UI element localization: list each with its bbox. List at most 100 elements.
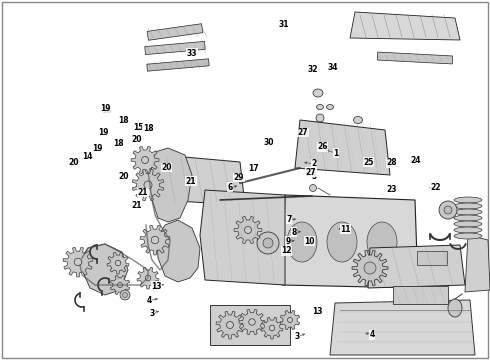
Text: 5: 5 bbox=[311, 172, 316, 181]
Polygon shape bbox=[234, 216, 262, 244]
Ellipse shape bbox=[454, 209, 482, 215]
Text: 14: 14 bbox=[82, 152, 93, 161]
Bar bbox=[392, 286, 447, 304]
Ellipse shape bbox=[454, 233, 482, 239]
Text: 21: 21 bbox=[138, 188, 148, 197]
Text: 20: 20 bbox=[161, 163, 172, 172]
Ellipse shape bbox=[118, 283, 122, 288]
Ellipse shape bbox=[454, 203, 482, 209]
Ellipse shape bbox=[313, 89, 323, 97]
Text: 18: 18 bbox=[113, 139, 124, 148]
Ellipse shape bbox=[448, 299, 462, 317]
Ellipse shape bbox=[288, 318, 293, 323]
Ellipse shape bbox=[145, 275, 151, 281]
Text: 3: 3 bbox=[149, 309, 154, 318]
Ellipse shape bbox=[310, 185, 317, 192]
Text: 20: 20 bbox=[131, 135, 142, 144]
Ellipse shape bbox=[263, 238, 273, 248]
Text: 21: 21 bbox=[186, 177, 196, 186]
Polygon shape bbox=[216, 311, 244, 339]
Polygon shape bbox=[158, 155, 245, 205]
Text: 6: 6 bbox=[228, 183, 233, 192]
Ellipse shape bbox=[74, 258, 82, 266]
Bar bbox=[397, 291, 433, 309]
Polygon shape bbox=[239, 309, 265, 335]
Ellipse shape bbox=[307, 127, 313, 132]
Text: 32: 32 bbox=[307, 65, 318, 74]
Polygon shape bbox=[261, 317, 283, 339]
Text: 7: 7 bbox=[287, 215, 292, 224]
Text: 8: 8 bbox=[292, 228, 296, 237]
Text: 9: 9 bbox=[286, 237, 291, 246]
Polygon shape bbox=[107, 252, 129, 274]
Ellipse shape bbox=[120, 290, 130, 300]
Text: 4: 4 bbox=[370, 330, 375, 339]
Text: 22: 22 bbox=[431, 184, 441, 193]
Text: 11: 11 bbox=[340, 225, 351, 234]
Text: 19: 19 bbox=[100, 104, 111, 113]
Polygon shape bbox=[465, 235, 490, 292]
Polygon shape bbox=[140, 225, 170, 255]
Ellipse shape bbox=[234, 180, 242, 185]
Ellipse shape bbox=[316, 114, 324, 122]
Polygon shape bbox=[352, 250, 388, 286]
Ellipse shape bbox=[364, 262, 376, 274]
Ellipse shape bbox=[142, 157, 148, 163]
Text: 33: 33 bbox=[187, 49, 197, 58]
Ellipse shape bbox=[327, 222, 357, 262]
Polygon shape bbox=[137, 267, 159, 289]
Ellipse shape bbox=[115, 260, 121, 266]
Polygon shape bbox=[132, 169, 164, 201]
Text: 2: 2 bbox=[311, 159, 316, 168]
Text: 29: 29 bbox=[234, 173, 245, 182]
Ellipse shape bbox=[215, 198, 221, 202]
Ellipse shape bbox=[454, 227, 482, 233]
Ellipse shape bbox=[353, 117, 363, 123]
Ellipse shape bbox=[444, 206, 452, 214]
Ellipse shape bbox=[454, 221, 482, 227]
Text: 1: 1 bbox=[333, 149, 338, 158]
Text: 34: 34 bbox=[328, 63, 339, 72]
Text: 19: 19 bbox=[92, 144, 102, 153]
Polygon shape bbox=[82, 244, 128, 295]
Bar bbox=[417, 251, 447, 265]
Text: 18: 18 bbox=[143, 124, 153, 133]
Text: 3: 3 bbox=[295, 332, 300, 341]
Text: 19: 19 bbox=[98, 128, 109, 137]
Polygon shape bbox=[330, 300, 475, 355]
Ellipse shape bbox=[317, 104, 323, 109]
Text: 13: 13 bbox=[151, 282, 162, 291]
Ellipse shape bbox=[122, 292, 127, 297]
Text: 20: 20 bbox=[118, 172, 129, 181]
Text: 27: 27 bbox=[306, 168, 317, 177]
Ellipse shape bbox=[287, 222, 317, 262]
Ellipse shape bbox=[454, 197, 482, 203]
Ellipse shape bbox=[226, 321, 234, 328]
Bar bbox=[401, 300, 429, 310]
Text: 12: 12 bbox=[281, 247, 292, 256]
Polygon shape bbox=[295, 120, 390, 175]
Ellipse shape bbox=[257, 232, 279, 254]
Bar bbox=[147, 24, 203, 40]
Text: 18: 18 bbox=[118, 116, 129, 125]
Text: 17: 17 bbox=[248, 164, 259, 173]
Text: 20: 20 bbox=[68, 158, 79, 166]
Polygon shape bbox=[368, 245, 465, 288]
Text: 4: 4 bbox=[147, 296, 152, 305]
Ellipse shape bbox=[326, 104, 334, 109]
Text: 15: 15 bbox=[133, 123, 144, 132]
Ellipse shape bbox=[454, 215, 482, 221]
Bar bbox=[210, 305, 290, 345]
Polygon shape bbox=[350, 12, 460, 40]
Polygon shape bbox=[110, 275, 130, 294]
Polygon shape bbox=[282, 195, 418, 288]
Bar bbox=[147, 59, 209, 71]
Ellipse shape bbox=[151, 236, 159, 244]
Ellipse shape bbox=[249, 319, 255, 325]
Polygon shape bbox=[280, 310, 299, 330]
Text: 31: 31 bbox=[279, 20, 290, 29]
Ellipse shape bbox=[144, 181, 152, 189]
Text: 21: 21 bbox=[131, 201, 142, 210]
Ellipse shape bbox=[366, 264, 374, 273]
Ellipse shape bbox=[245, 226, 251, 234]
